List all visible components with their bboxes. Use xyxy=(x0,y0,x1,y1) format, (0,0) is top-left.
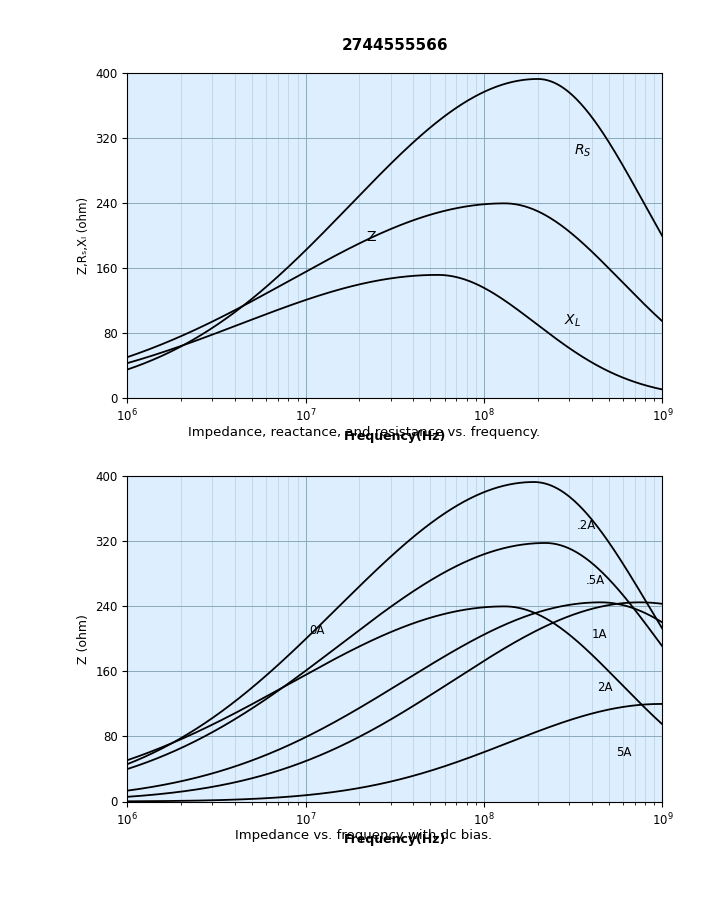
Text: $R_S$: $R_S$ xyxy=(574,142,592,158)
Text: 0A: 0A xyxy=(309,625,325,638)
X-axis label: Frequency(Hz): Frequency(Hz) xyxy=(344,834,446,846)
Y-axis label: Z,Rₛ,Xₗ (ohm): Z,Rₛ,Xₗ (ohm) xyxy=(76,197,90,275)
Text: .5A: .5A xyxy=(585,574,604,587)
Text: Impedance vs. frequency with dc bias.: Impedance vs. frequency with dc bias. xyxy=(235,829,493,842)
X-axis label: Frequency(Hz): Frequency(Hz) xyxy=(344,431,446,443)
Text: 2A: 2A xyxy=(597,682,612,694)
Text: $X_L$: $X_L$ xyxy=(564,313,581,330)
Text: 2744555566: 2744555566 xyxy=(341,38,448,53)
Text: 5A: 5A xyxy=(616,747,632,759)
Y-axis label: Z (ohm): Z (ohm) xyxy=(76,614,90,664)
Text: 1A: 1A xyxy=(592,628,607,641)
Text: Impedance, reactance, and resistance vs. frequency.: Impedance, reactance, and resistance vs.… xyxy=(188,426,540,439)
Text: Z: Z xyxy=(367,231,376,245)
Text: .2A: .2A xyxy=(577,518,596,531)
